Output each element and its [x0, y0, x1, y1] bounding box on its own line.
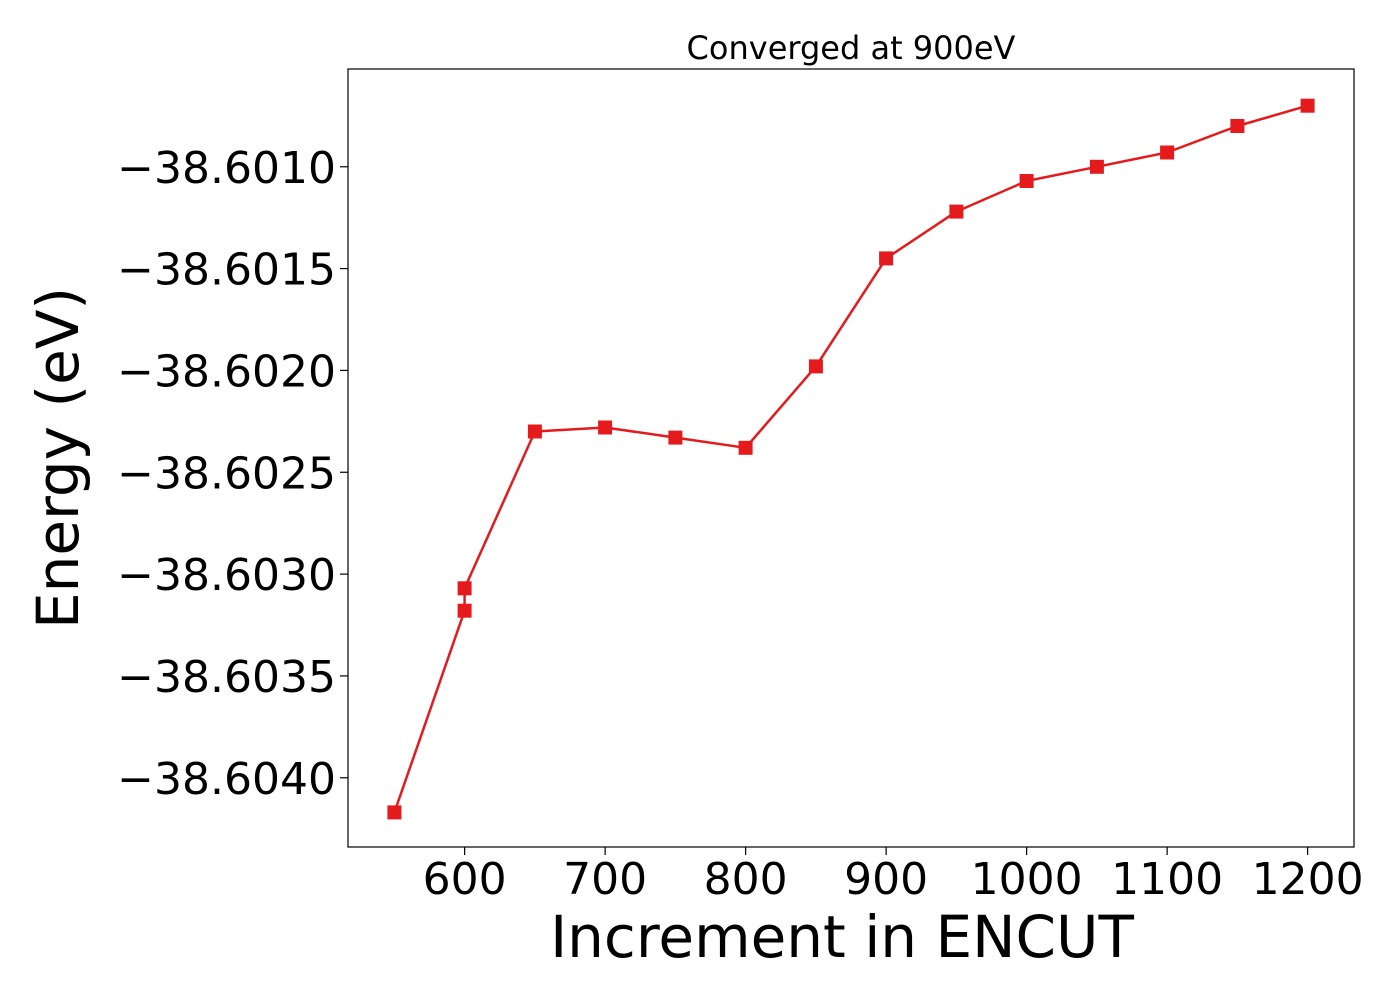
- x-tick-label: 1100: [1111, 854, 1223, 905]
- y-tick-label: −38.6030: [117, 550, 336, 601]
- x-axis: 600 700 800 900 1000 1100 1200: [423, 847, 1364, 905]
- series-line: [393, 104, 1308, 813]
- data-point-marker: [387, 805, 402, 820]
- data-point-marker: [668, 430, 683, 445]
- x-tick-label: 800: [704, 854, 788, 905]
- data-point-marker: [1019, 174, 1034, 188]
- data-point-marker: [949, 204, 964, 219]
- data-point-marker: [1230, 119, 1245, 133]
- y-tick-label: −38.6025: [117, 448, 336, 499]
- data-point-marker: [457, 603, 472, 618]
- x-axis-label: Increment in ENCUT: [550, 903, 1134, 971]
- plot-area: [387, 98, 1315, 820]
- y-tick-label: −38.6010: [117, 143, 336, 194]
- y-tick-label: −38.6040: [117, 754, 336, 805]
- y-tick-label: −38.6020: [117, 346, 336, 397]
- data-point-marker: [1089, 159, 1104, 174]
- data-point-marker: [598, 420, 613, 435]
- y-tick-label: −38.6015: [117, 245, 336, 296]
- x-tick-label: 900: [844, 854, 928, 905]
- x-tick-label: 700: [563, 854, 647, 905]
- chart-title: Converged at 900eV: [687, 29, 1016, 67]
- data-point-marker: [1160, 145, 1175, 160]
- data-point-marker: [808, 359, 823, 374]
- x-tick-label: 1000: [971, 854, 1083, 905]
- x-tick-label: 600: [423, 854, 507, 905]
- data-point-marker: [457, 581, 472, 596]
- y-tick-label: −38.6035: [117, 652, 336, 703]
- data-point-marker: [1300, 98, 1315, 113]
- y-axis: −38.6010 −38.6015 −38.6020 −38.6025 −38.6030…: [117, 143, 348, 805]
- data-point-marker: [879, 251, 894, 266]
- data-point-marker: [527, 424, 542, 439]
- x-tick-label: 1200: [1252, 854, 1364, 905]
- axes-frame: [347, 68, 1355, 848]
- data-point-marker: [738, 440, 753, 455]
- y-axis-label: Energy (eV): [24, 287, 92, 629]
